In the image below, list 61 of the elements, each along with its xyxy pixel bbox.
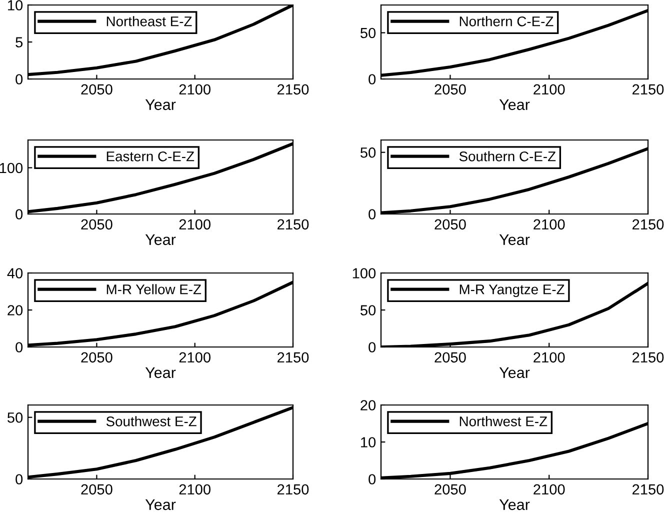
- y-tick-label: 0: [16, 209, 23, 220]
- y-tick-label: 0: [368, 474, 376, 484]
- x-tick-label: 2050: [434, 484, 466, 495]
- y-tick-label: 0: [16, 474, 23, 484]
- y-tick-label: 20: [360, 400, 376, 410]
- y-tick-label: 0: [16, 74, 23, 84]
- x-tick-label: 2150: [278, 219, 309, 230]
- x-tick-label: 2150: [278, 84, 309, 95]
- x-tick-label: 2050: [81, 352, 112, 363]
- legend-label: M-R Yellow E-Z: [106, 284, 202, 294]
- x-axis-title: Year: [145, 367, 176, 378]
- x-tick-label: 2050: [81, 219, 112, 230]
- x-axis-title: Year: [145, 99, 176, 110]
- x-tick-label: 2100: [534, 219, 565, 230]
- x-tick-label: 2150: [632, 352, 664, 363]
- y-tick-label: 40: [7, 268, 23, 278]
- y-tick-label: 20: [8, 305, 23, 316]
- y-tick-label: 0: [368, 209, 376, 220]
- y-tick-label: 50: [8, 412, 23, 423]
- x-tick-label: 2150: [632, 84, 664, 95]
- y-tick-label: 0: [16, 342, 23, 352]
- x-tick-label: 2100: [534, 84, 565, 95]
- y-tick-label: 50: [360, 147, 376, 158]
- y-tick-label: 100: [0, 162, 23, 174]
- x-tick-label: 2150: [632, 219, 664, 230]
- x-tick-label: 2100: [179, 219, 211, 230]
- x-tick-label: 2050: [81, 84, 112, 95]
- x-axis-title: Year: [145, 499, 176, 510]
- x-axis-title: Year: [499, 99, 530, 110]
- x-tick-label: 2100: [534, 352, 565, 363]
- y-tick-label: 10: [361, 437, 376, 448]
- y-tick-label: 100: [352, 268, 376, 278]
- x-tick-label: 2050: [434, 219, 466, 230]
- legend-label: Northern C-E-Z: [460, 16, 554, 26]
- legend-label: Northwest E-Z: [460, 416, 548, 426]
- x-tick-label: 2050: [81, 484, 112, 495]
- y-tick-label: 0: [368, 342, 376, 352]
- y-tick-label: 50: [360, 305, 376, 316]
- x-axis-title: Year: [499, 367, 530, 378]
- x-tick-label: 2100: [534, 484, 565, 495]
- y-tick-label: 5: [16, 37, 23, 48]
- x-tick-label: 2100: [179, 352, 211, 363]
- legend-label: Southern C-E-Z: [459, 151, 556, 162]
- x-tick-label: 2050: [434, 84, 466, 95]
- legend-label: Eastern C-E-Z: [106, 151, 194, 162]
- x-tick-label: 2050: [434, 352, 466, 363]
- x-axis-title: Year: [499, 234, 530, 246]
- x-tick-label: 2100: [179, 484, 211, 495]
- x-axis-title: Year: [145, 234, 176, 246]
- legend-label: Northeast E-Z: [106, 16, 192, 26]
- y-tick-label: 10: [8, 0, 23, 10]
- y-tick-label: 0: [368, 74, 376, 84]
- x-tick-label: 2150: [278, 352, 309, 363]
- legend-label: M-R Yangtze E-Z: [460, 284, 564, 298]
- line-series: [381, 9, 648, 77]
- x-tick-label: 2150: [278, 484, 309, 495]
- y-tick-label: 50: [360, 28, 376, 38]
- x-tick-label: 2150: [632, 484, 664, 495]
- x-tick-label: 2100: [179, 84, 211, 95]
- x-axis-title: Year: [499, 499, 530, 510]
- legend-label: Southwest E-Z: [106, 416, 196, 426]
